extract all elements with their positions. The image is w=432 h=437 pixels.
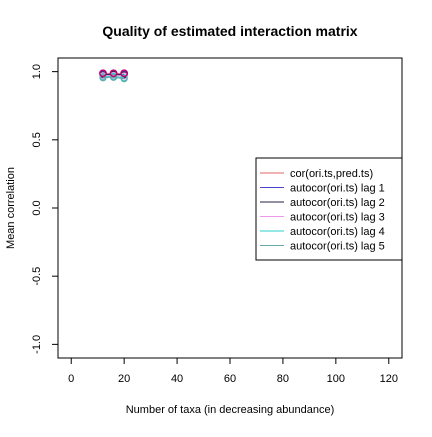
legend-label: cor(ori.ts,pred.ts): [290, 168, 373, 180]
x-tick-label: 100: [327, 373, 345, 385]
y-tick-label: 0.5: [31, 132, 43, 147]
x-tick-label: 0: [68, 373, 74, 385]
y-axis-label: Mean correlation: [5, 167, 17, 249]
chart-title: Quality of estimated interaction matrix: [102, 23, 357, 39]
legend-label: autocor(ori.ts) lag 1: [290, 183, 385, 195]
x-tick-label: 120: [380, 373, 398, 385]
legend: cor(ori.ts,pred.ts) autocor(ori.ts) lag 1…: [256, 158, 402, 260]
y-tick-label: -1.0: [31, 335, 43, 354]
x-tick-label: 40: [171, 373, 183, 385]
legend-label: autocor(ori.ts) lag 3: [290, 212, 385, 224]
legend-label: autocor(ori.ts) lag 4: [290, 226, 385, 238]
y-tick-label: 0.0: [31, 200, 43, 215]
legend-label: autocor(ori.ts) lag 2: [290, 197, 385, 209]
x-tick-label: 80: [277, 373, 289, 385]
legend-label: autocor(ori.ts) lag 5: [290, 241, 385, 253]
x-axis-label: Number of taxa (in decreasing abundance): [126, 404, 335, 416]
x-tick-label: 60: [224, 373, 236, 385]
y-tick-label: 1.0: [31, 64, 43, 79]
y-tick-label: -0.5: [31, 267, 43, 286]
x-tick-label: 20: [118, 373, 130, 385]
